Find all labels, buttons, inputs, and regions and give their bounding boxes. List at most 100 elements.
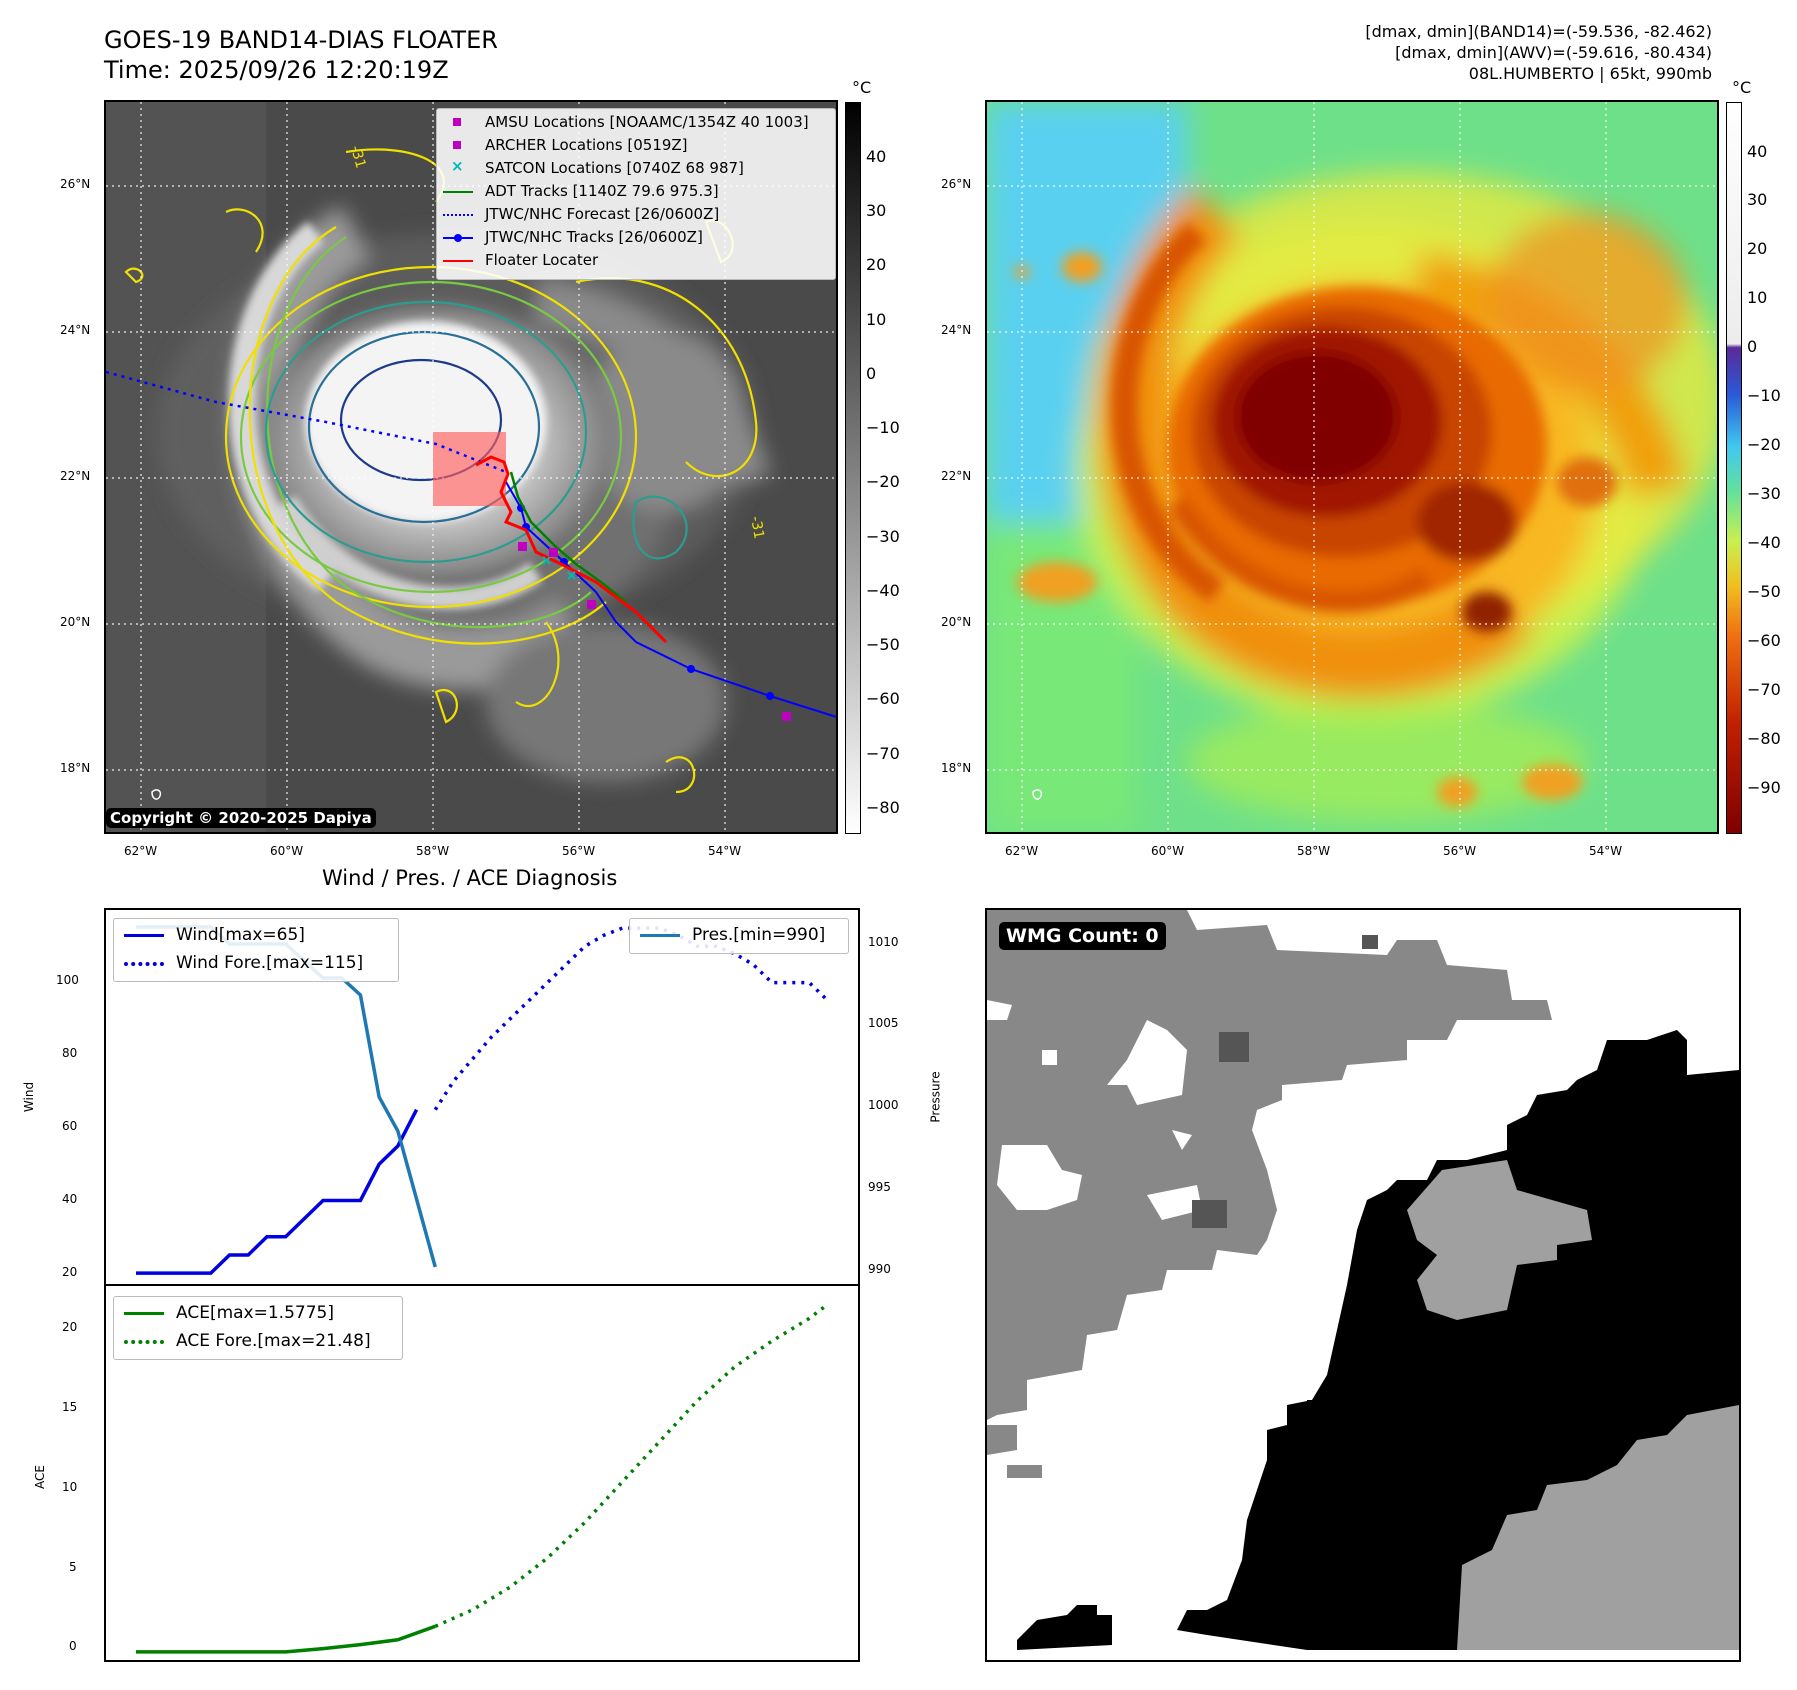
contour-label-1: -31 [347,144,368,170]
ace-forecast-line [434,1302,830,1628]
contour-label-2: -31 [747,515,767,540]
right-lon-tick-56: 56°W [1443,844,1477,858]
right-cb-tick-m40: −40 [1747,533,1781,552]
right-cb-tick-m90: −90 [1747,778,1781,797]
ir-map-panel: -31 -31 [104,100,838,834]
wind-ytick-80-label: 80 [62,1046,78,1060]
wind-legend-label-fore: Wind Fore.[max=115] [176,953,364,973]
right-cb-tick-10: 10 [1747,288,1768,307]
right-colorbar [1726,102,1742,834]
pres-legend: Pres.[min=990] [629,918,849,954]
color-map-panel [985,100,1719,834]
left-cb-tick-30: 30 [866,201,887,220]
right-cb-tick-m70: −70 [1747,680,1781,699]
ace-ytick-5-label: 5 [69,1560,77,1574]
wind-legend-line-obs [124,934,164,937]
left-lat-tick-26: 26°N [60,177,91,191]
legend-marker-archer [453,141,461,149]
legend-label-adt: ADT Tracks [1140Z 79.6 975.3] [485,182,719,200]
left-colorbar [845,102,861,834]
wind-ytick-20-label: 20 [62,1265,78,1279]
wind-ylabel: Wind [22,1081,37,1113]
pres-ytick-1005-label: 1005 [868,1016,899,1030]
wind-ytick-60: 60 [62,1119,77,1133]
ace-ytick-5: 5 [69,1560,77,1574]
copyright-badge: Copyright © 2020-2025 Dapiya [106,808,376,828]
ace-ytick-0: 0 [69,1639,77,1653]
pres-legend-line [640,934,680,937]
adt-track [509,471,627,603]
ace-legend-line-fore [124,1340,164,1344]
wind-ytick-100-label: 100 [56,973,79,987]
left-cb-tick-m70: −70 [866,744,900,763]
legend-marker-satcon: × [451,157,464,175]
jtwc-forecast-track [106,370,507,474]
jtwc-track [505,481,836,718]
ace-plot: ACE[max=1.5775] ACE Fore.[max=21.48] [104,1284,860,1662]
ace-ylabel: ACE [32,1465,47,1489]
ace-ytick-15-label: 15 [62,1400,78,1414]
wind-legend: Wind[max=65] Wind Fore.[max=115] [113,918,399,982]
floater-locater-track [475,455,668,644]
ace-legend-label-fore: ACE Fore.[max=21.48] [176,1331,371,1351]
ace-legend-label-obs: ACE[max=1.5775] [176,1303,334,1323]
left-cb-tick-m20: −20 [866,472,900,491]
wind-ytick-100: 100 [56,973,79,987]
legend-marker-floater [443,260,473,262]
pres-ytick-995-label: 995 [868,1180,891,1194]
left-cb-tick-m60: −60 [866,689,900,708]
island-outline-right [1032,789,1043,800]
ace-legend-line-obs [124,1312,164,1315]
map-legend: AMSU Locations [NOAAMC/1354Z 40 1003] AR… [436,108,836,280]
ace-ytick-15: 15 [62,1400,77,1414]
left-lon-tick-58: 58°W [416,844,450,858]
left-cb-tick-40: 40 [866,147,887,166]
wmg-count-badge: WMG Count: 0 [999,922,1166,950]
wind-ytick-40: 40 [62,1192,77,1206]
left-lat-tick-22: 22°N [60,469,91,483]
info-awv: [dmax, dmin](AWV)=(-59.616, -80.434) [1395,43,1712,62]
wind-legend-line-fore [124,962,164,966]
wind-ytick-80: 80 [62,1046,77,1060]
legend-label-forecast: JTWC/NHC Forecast [26/0600Z] [485,205,720,223]
pres-ytick-1010: 1010 [868,935,899,949]
satcon-markers [542,556,576,580]
right-cb-tick-m80: −80 [1747,729,1781,748]
wmg-image [987,910,1739,1660]
right-lat-tick-26: 26°N [941,177,972,191]
pres-ytick-990-label: 990 [868,1262,891,1276]
right-cb-tick-0: 0 [1747,337,1758,356]
legend-label-tracks: JTWC/NHC Tracks [26/0600Z] [485,228,703,246]
right-lon-tick-62: 62°W [1005,844,1039,858]
right-cb-tick-40: 40 [1747,142,1768,161]
ace-ytick-20: 20 [62,1320,77,1334]
wind-pres-plot: Wind[max=65] Wind Fore.[max=115] Pres.[m… [104,908,860,1286]
wind-legend-label-obs: Wind[max=65] [176,925,305,945]
pres-ytick-995: 995 [868,1180,891,1194]
left-cb-tick-m50: −50 [866,635,900,654]
left-lat-tick-20: 20°N [60,615,91,629]
right-cb-tick-30: 30 [1747,190,1768,209]
ace-svg [136,1302,830,1654]
pres-ytick-1000-label: 1000 [868,1098,899,1112]
right-cb-tick-20: 20 [1747,239,1768,258]
ace-ytick-10: 10 [62,1480,77,1494]
right-cb-tick-m10: −10 [1747,386,1781,405]
left-lon-tick-60: 60°W [270,844,304,858]
pres-ytick-1010-label: 1010 [868,935,899,949]
left-lon-tick-62: 62°W [124,844,158,858]
legend-label-amsu: AMSU Locations [NOAAMC/1354Z 40 1003] [485,113,809,131]
left-colorbar-unit: °C [852,78,872,97]
right-lat-tick-18: 18°N [941,761,972,775]
wind-ytick-60-label: 60 [62,1119,78,1133]
diagnosis-title: Wind / Pres. / ACE Diagnosis [322,866,618,890]
left-lon-tick-56: 56°W [562,844,596,858]
wind-ytick-40-label: 40 [62,1192,78,1206]
ace-ytick-10-label: 10 [62,1480,78,1494]
right-cb-tick-m20: −20 [1747,435,1781,454]
ace-line [136,1624,436,1654]
legend-marker-tracks-dot [454,234,462,242]
info-band14: [dmax, dmin](BAND14)=(-59.536, -82.462) [1365,22,1712,41]
left-lon-tick-54: 54°W [708,844,742,858]
wmg-panel: WMG Count: 0 [985,908,1741,1662]
